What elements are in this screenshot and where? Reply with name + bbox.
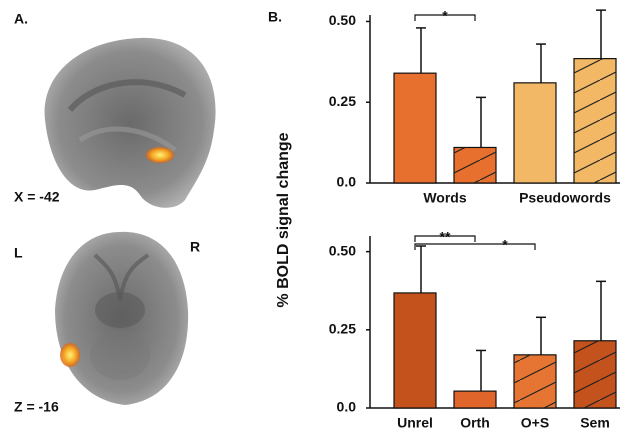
- significance-bracket: [414, 243, 536, 250]
- y-tick-label: 0.50: [329, 12, 356, 28]
- hatch: [514, 354, 556, 408]
- sagittal-slice: [44, 37, 216, 208]
- significance-label: **: [440, 229, 451, 245]
- hemisphere-label: L: [14, 245, 23, 261]
- y-tick-label: 0.25: [329, 93, 356, 109]
- hatch: [574, 340, 616, 408]
- hemisphere-label: R: [190, 239, 200, 255]
- panel-label: B.: [268, 9, 282, 25]
- slice-coord: X = -42: [14, 189, 60, 205]
- bar: [513, 82, 557, 184]
- significance-bracket: [414, 14, 476, 21]
- y-tick-label: 0.0: [337, 399, 357, 415]
- x-tick-label: Unrel: [397, 415, 433, 431]
- hatch: [574, 58, 616, 183]
- x-tick-label: Sem: [580, 415, 610, 431]
- axial-slice: [55, 231, 189, 405]
- panel-label: A.: [14, 11, 28, 27]
- group-label: Pseudowords: [519, 190, 611, 206]
- x-tick-label: Orth: [460, 415, 490, 431]
- x-tick-label: O+S: [521, 415, 549, 431]
- slice-coord: Z = -16: [14, 399, 59, 415]
- significance-label: *: [502, 237, 508, 253]
- y-axis-label: % BOLD signal change: [275, 132, 292, 307]
- bar: [453, 390, 497, 409]
- y-tick-label: 0.25: [329, 321, 356, 337]
- y-tick-label: 0.50: [329, 242, 356, 258]
- bar: [393, 72, 437, 184]
- group-label: Words: [423, 190, 467, 206]
- hatch: [454, 147, 496, 183]
- significance-label: *: [442, 8, 448, 24]
- bar: [393, 292, 437, 409]
- significance-bracket: [414, 235, 476, 242]
- y-tick-label: 0.0: [337, 174, 357, 190]
